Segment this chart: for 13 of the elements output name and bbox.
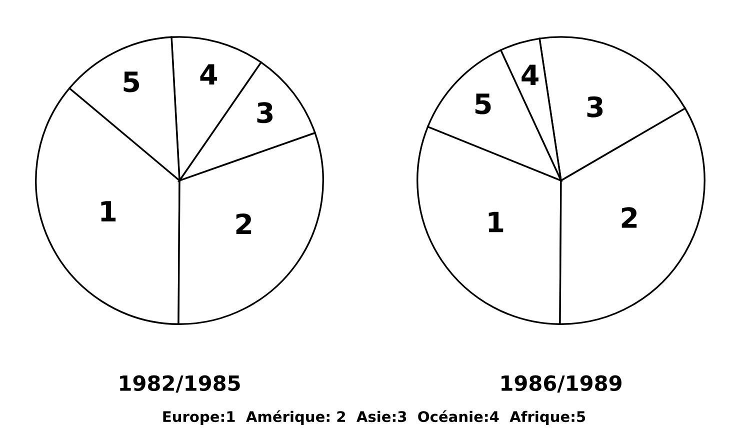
slice-label: 4	[522, 64, 538, 86]
slice-label: 2	[236, 213, 252, 234]
slice-label: 5	[475, 94, 491, 114]
slice-label: 4	[200, 64, 218, 84]
slice-label: 1	[101, 201, 116, 222]
slice-label: 1	[488, 212, 504, 232]
slice-label: 3	[257, 102, 273, 124]
slice-label: 5	[124, 72, 140, 92]
slice-label: 3	[587, 96, 603, 118]
text: Europe:1 Amérique: 2 Asie:3 Océanie:4 Afrique:5	[163, 410, 586, 425]
slice-label: 2	[622, 207, 637, 228]
text: 1982/1985	[120, 375, 240, 393]
text: 1986/1989	[502, 375, 622, 393]
